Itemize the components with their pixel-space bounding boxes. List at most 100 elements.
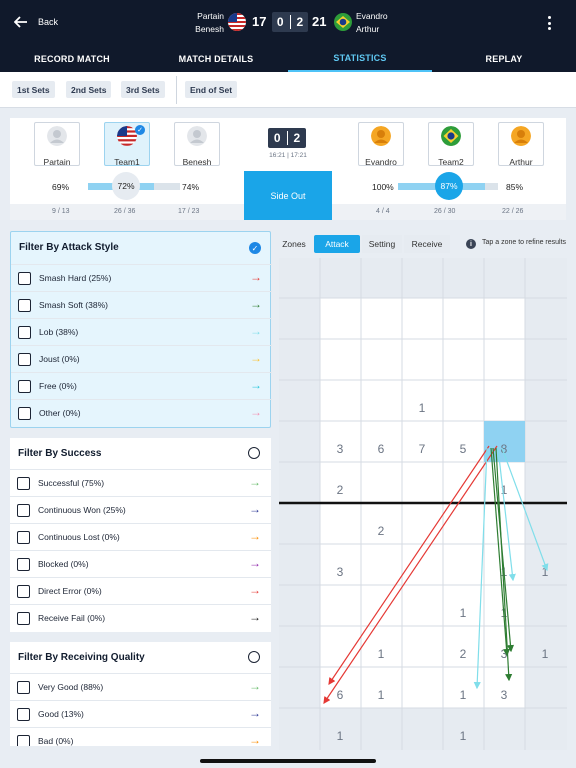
avatar-icon [47, 126, 67, 146]
court-grid [279, 258, 567, 750]
radio-circle-icon[interactable] [248, 651, 260, 663]
filter-option[interactable]: Direct Error (0%) → [10, 577, 271, 604]
tab-match-details[interactable]: MATCH DETAILS [178, 54, 254, 64]
zone-count: 3 [500, 688, 508, 702]
filter-option-label: Good (13%) [38, 709, 84, 719]
filter-option[interactable]: Continuous Lost (0%) → [10, 523, 271, 550]
fraction-strip [10, 204, 244, 220]
filter-option[interactable]: Continuous Won (25%) → [10, 496, 271, 523]
arrow-left-icon [14, 16, 27, 28]
player-card-team1[interactable]: ✓ Team1 [104, 122, 150, 167]
set-chip-3rd[interactable]: 3rd Sets [121, 81, 165, 98]
set-filter-bar: 1st Sets 2nd Sets 3rd Sets End of Set [0, 72, 576, 108]
set-times: 16:21 | 17:21 [269, 152, 307, 159]
checkbox[interactable] [17, 531, 30, 544]
filter-option[interactable]: Bad (0%) → [10, 727, 271, 746]
set-chip-2nd[interactable]: 2nd Sets [66, 81, 112, 98]
info-icon[interactable]: i [466, 239, 476, 249]
zone-count: 6 [336, 688, 344, 702]
fraction-strip [332, 204, 566, 220]
zone-count: 1 [541, 647, 549, 661]
checkbox[interactable] [17, 612, 30, 625]
filter-option[interactable]: Successful (75%) → [10, 469, 271, 496]
player-card-benesh[interactable]: Benesh [174, 122, 220, 167]
team-left-names: Partain Benesh [180, 10, 224, 36]
evandro-frac: 4 / 4 [376, 208, 390, 215]
player-card-team2[interactable]: Team2 [428, 122, 474, 167]
arrow-right-icon: → [250, 297, 262, 311]
set-score-left: 0 [273, 131, 281, 145]
checkbox[interactable] [17, 558, 30, 571]
arrow-right-icon: → [249, 475, 261, 489]
receiving-filter-title: Filter By Receiving Quality [10, 642, 271, 672]
tab-statistics[interactable]: STATISTICS [288, 46, 432, 72]
zone-count: 3 [336, 565, 344, 579]
check-circle-icon[interactable]: ✓ [249, 242, 261, 254]
player-label: Benesh [182, 157, 212, 167]
tab-replay[interactable]: REPLAY [485, 54, 523, 64]
player-name: Arthur [356, 24, 380, 34]
filter-option-label: Continuous Lost (0%) [38, 532, 120, 542]
filter-option[interactable]: Lob (38%) → [11, 318, 272, 345]
checkbox[interactable] [17, 477, 30, 490]
checkbox[interactable] [17, 708, 30, 721]
zone-count: 1 [500, 483, 508, 497]
filter-option[interactable]: Receive Fail (0%) → [10, 604, 271, 631]
radio-circle-icon[interactable] [248, 447, 260, 459]
evandro-pct: 100% [372, 182, 394, 192]
player-stats-panel: Partain ✓ Team1 Benesh 0 2 16:21 | 17:21… [10, 118, 566, 220]
filter-option[interactable]: Smash Hard (25%) → [11, 264, 272, 291]
player-name: Evandro [356, 11, 388, 21]
sets-left: 0 [276, 15, 284, 29]
partain-frac: 9 / 13 [52, 208, 70, 215]
arrow-right-icon: → [249, 556, 261, 570]
checkbox[interactable] [17, 585, 30, 598]
set-score-box: 0 2 [272, 12, 308, 32]
filter-option[interactable]: Very Good (88%) → [10, 673, 271, 700]
checkbox[interactable] [18, 326, 31, 339]
filter-option[interactable]: Blocked (0%) → [10, 550, 271, 577]
filter-option[interactable]: Good (13%) → [10, 700, 271, 727]
benesh-pct: 74% [182, 182, 200, 192]
checkbox[interactable] [18, 272, 31, 285]
filter-option-label: Blocked (0%) [38, 559, 89, 569]
side-out-button[interactable]: Side Out [244, 171, 332, 220]
filter-option[interactable]: Joust (0%) → [11, 345, 272, 372]
filter-option-label: Smash Soft (38%) [39, 300, 108, 310]
checkbox[interactable] [18, 380, 31, 393]
back-button[interactable]: Back [14, 12, 58, 32]
player-card-arthur[interactable]: Arthur [498, 122, 544, 167]
zone-count: 2 [377, 524, 385, 538]
arrow-right-icon: → [249, 529, 261, 543]
partain-pct: 69% [52, 182, 70, 192]
divider [176, 76, 177, 104]
checkbox[interactable] [17, 735, 30, 746]
set-chip-end[interactable]: End of Set [185, 81, 238, 98]
tab-receive[interactable]: Receive [404, 235, 450, 253]
checkbox[interactable] [18, 407, 31, 420]
tab-record-match[interactable]: RECORD MATCH [34, 54, 110, 64]
filter-option-label: Lob (38%) [39, 327, 79, 337]
player-card-evandro[interactable]: Evandro [358, 122, 404, 167]
brazil-flag-icon [334, 13, 352, 31]
player-label: Team1 [114, 157, 140, 167]
arrow-right-icon: → [250, 324, 262, 338]
attack-trajectories [323, 445, 549, 704]
tab-setting[interactable]: Setting [362, 235, 402, 253]
filter-option-label: Very Good (88%) [38, 682, 104, 692]
filter-option[interactable]: Smash Soft (38%) → [11, 291, 272, 318]
filter-option[interactable]: Free (0%) → [11, 372, 272, 399]
tab-attack[interactable]: Attack [314, 235, 360, 253]
player-card-partain[interactable]: Partain [34, 122, 80, 167]
checkbox[interactable] [17, 681, 30, 694]
set-chip-1st[interactable]: 1st Sets [12, 81, 55, 98]
filter-option[interactable]: Other (0%) → [11, 399, 272, 426]
zone-count: 5 [459, 442, 467, 456]
checkbox[interactable] [18, 353, 31, 366]
checkbox[interactable] [17, 504, 30, 517]
filter-option-label: Bad (0%) [38, 736, 74, 746]
checkbox[interactable] [18, 299, 31, 312]
more-menu-icon[interactable] [546, 16, 552, 30]
filter-option-label: Successful (75%) [38, 478, 105, 488]
